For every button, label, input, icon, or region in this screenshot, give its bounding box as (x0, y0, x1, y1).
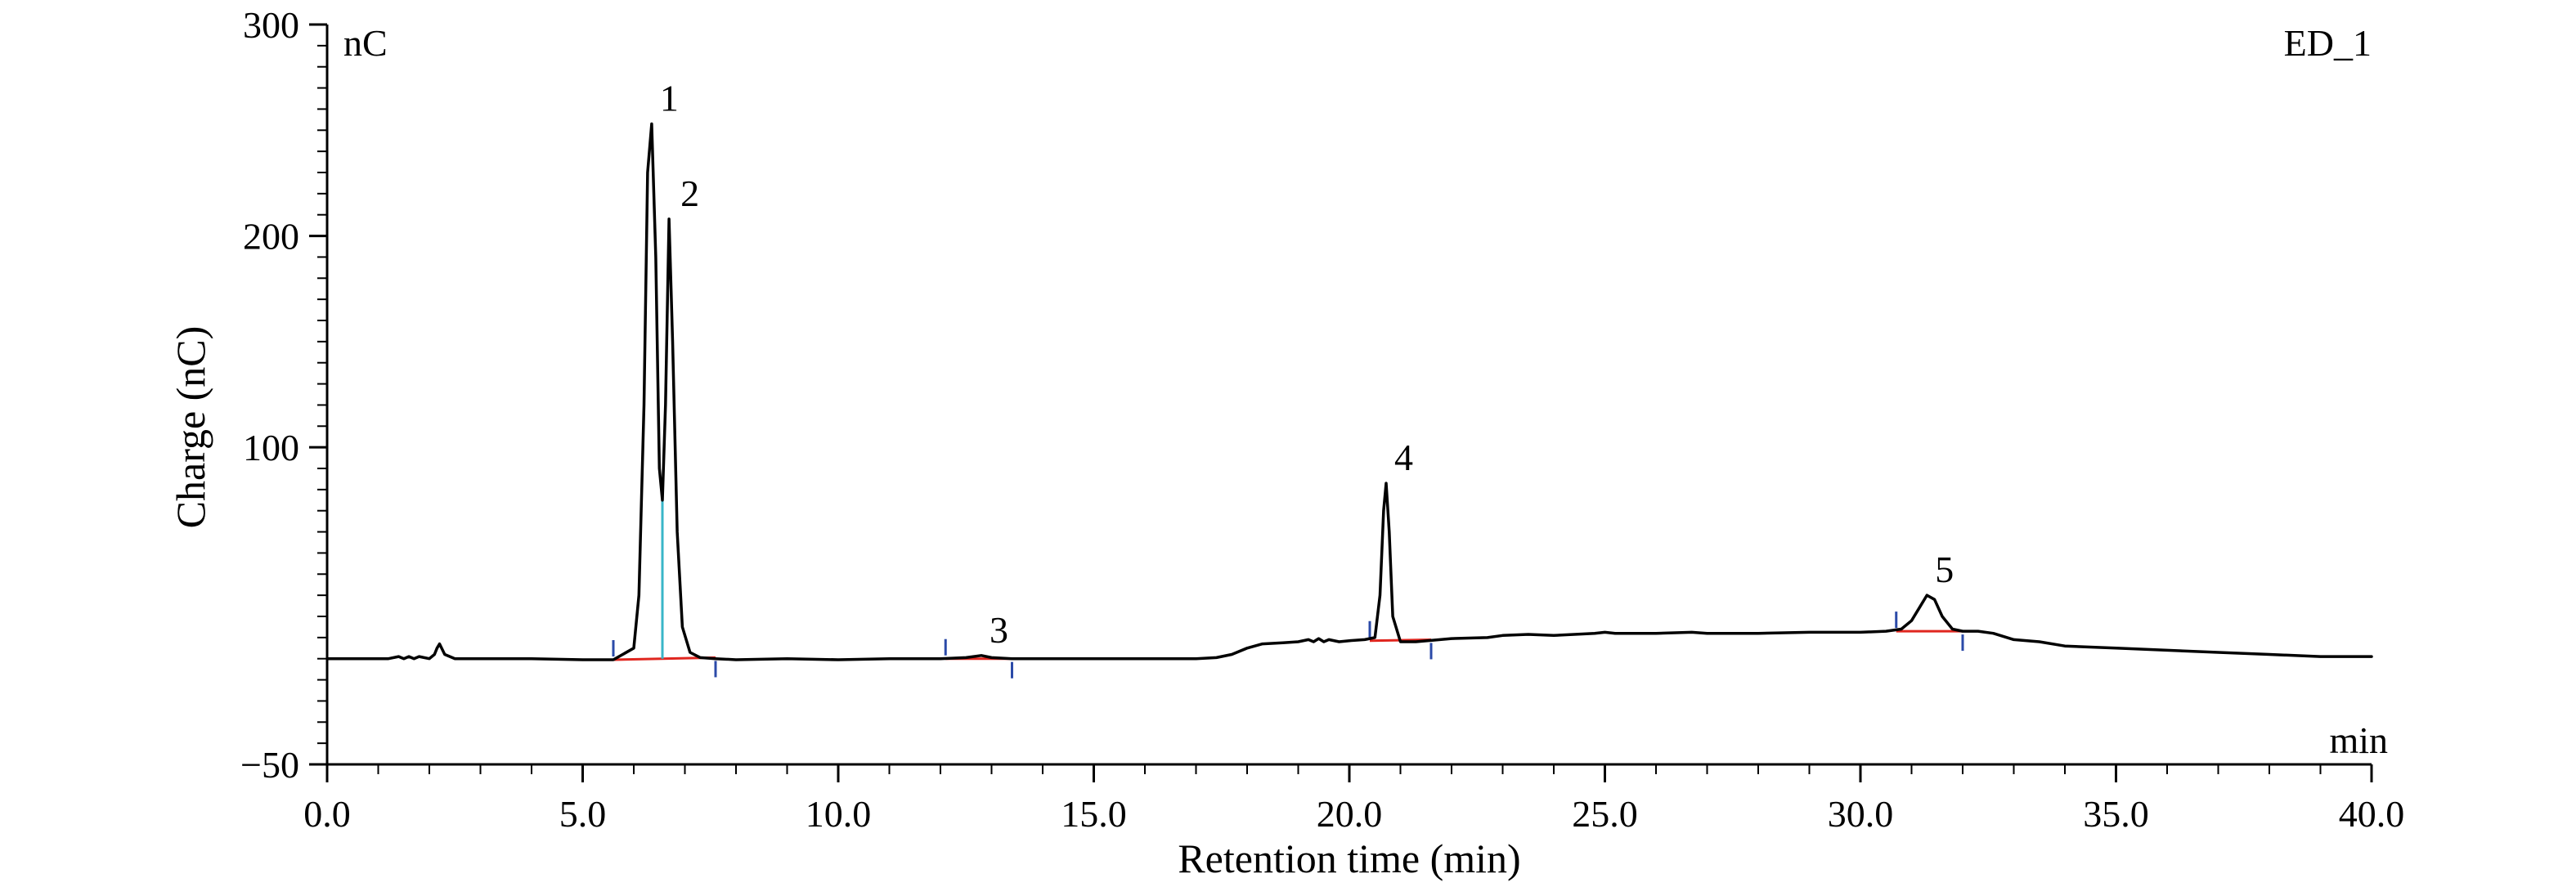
axes: 0.0 5.0 10.0 15.0 20.0 25.0 30.0 35.0 40.0 −50 100… (240, 4, 2404, 835)
integration-baselines (613, 629, 1963, 661)
y-tick-label: 200 (243, 216, 299, 258)
peak-label: 2 (680, 172, 699, 214)
y-tick-label: 100 (243, 427, 299, 468)
peak-label: 3 (990, 609, 1008, 651)
y-axis-title: Charge (nC) (168, 326, 213, 529)
x-tick-label: 25.0 (1572, 793, 1638, 835)
label-group: nC ED_1 min Retention time (min) Charge … (168, 22, 2388, 881)
peak-label: 4 (1394, 437, 1413, 478)
x-unit-label: min (2329, 719, 2388, 761)
x-tick-label: 10.0 (806, 793, 872, 835)
x-axis-title: Retention time (min) (1178, 836, 1520, 881)
x-tick-label: 30.0 (1828, 793, 1894, 835)
y-tick-label: 300 (243, 4, 299, 46)
peak-label: 5 (1935, 549, 1954, 590)
x-tick-label: 5.0 (559, 793, 607, 835)
peak-label: 1 (660, 78, 679, 119)
y-unit-label: nC (343, 22, 388, 64)
x-tick-label: 40.0 (2339, 793, 2405, 835)
y-tick-label: −50 (240, 744, 299, 786)
x-tick-label: 35.0 (2083, 793, 2149, 835)
x-tick-label: 15.0 (1061, 793, 1127, 835)
chromatogram-trace (325, 122, 2373, 661)
channel-label: ED_1 (2284, 22, 2372, 64)
x-tick-label: 0.0 (303, 793, 351, 835)
trace-group (325, 122, 2373, 661)
x-tick-label: 20.0 (1317, 793, 1383, 835)
integration-markers (612, 500, 1964, 679)
